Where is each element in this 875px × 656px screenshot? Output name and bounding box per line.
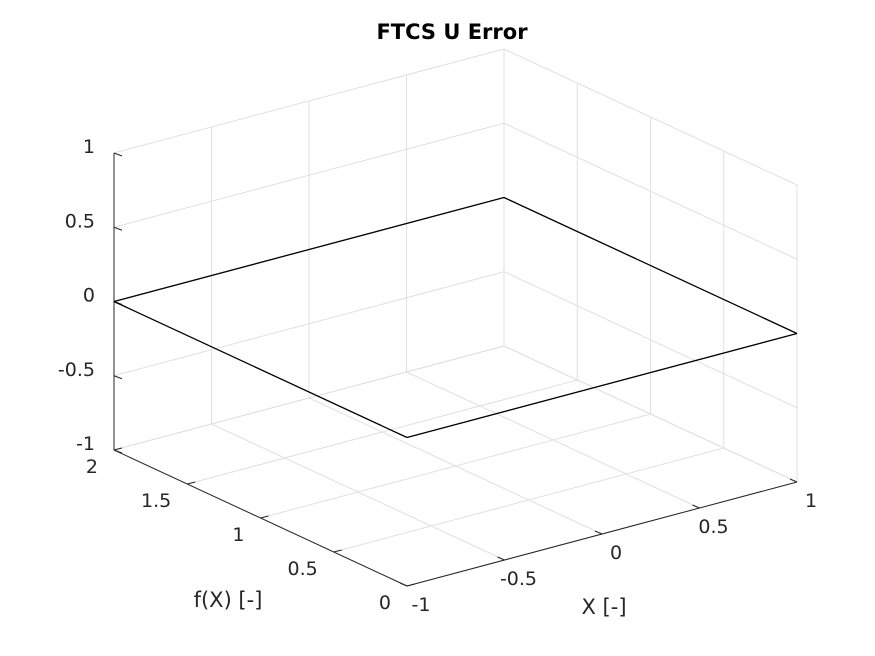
- y-tick-mark: [260, 515, 269, 519]
- surface-edge: [113, 196, 505, 303]
- z-tick-label: -1: [76, 433, 95, 455]
- x-tick-label: -0.5: [500, 568, 537, 590]
- surface-edge: [113, 300, 408, 439]
- x-tick-label: 0: [610, 542, 622, 564]
- y-tick-mark: [187, 481, 196, 485]
- back-wall-grid-line: [113, 48, 505, 154]
- axes: [113, 152, 798, 587]
- y-tick-label: 2: [86, 456, 98, 478]
- z-tick-mark: [113, 375, 123, 380]
- x-tick-mark: [399, 582, 408, 587]
- y-tick-label: 0: [379, 592, 391, 614]
- x-tick-mark: [692, 504, 700, 509]
- back-wall-grid-line: [113, 122, 505, 228]
- z-tick-mark: [113, 152, 123, 157]
- side-wall-grid-line: [503, 271, 798, 409]
- y-tick-mark: [333, 549, 342, 553]
- surface-edge: [406, 332, 798, 439]
- y-axis-label: f(X) [-]: [194, 588, 263, 612]
- x-axis-label: X [-]: [581, 595, 626, 619]
- y-tick-mark: [406, 583, 416, 587]
- floor-grid-line: [187, 379, 578, 485]
- surface-edge: [503, 196, 798, 335]
- side-wall-grid-line: [503, 48, 798, 186]
- side-wall-grid-line: [503, 345, 798, 483]
- back-wall-grid-line: [113, 271, 505, 377]
- x-tick-label: -1: [412, 594, 431, 616]
- floor-grid-line: [333, 447, 724, 553]
- z-tick-label: 0: [83, 285, 95, 307]
- x-tick-label: 0.5: [698, 516, 728, 538]
- x-tick-mark: [497, 556, 505, 561]
- z-tick-label: 0.5: [65, 210, 95, 232]
- z-tick-label: 1: [83, 136, 95, 158]
- z-tick-mark: [113, 226, 123, 231]
- y-tick-label: 1.5: [141, 490, 171, 512]
- z-tick-mark: [113, 449, 123, 454]
- x-tick-mark: [789, 478, 798, 483]
- surface-plot: [113, 196, 798, 439]
- x-tick-label: 1: [805, 490, 817, 512]
- side-wall-grid-line: [503, 122, 798, 260]
- back-wall-grid-line: [113, 345, 505, 451]
- x-tick-mark: [594, 530, 603, 535]
- y-tick-mark: [113, 447, 123, 451]
- chart-title: FTCS U Error: [376, 20, 528, 44]
- floor-grid-line: [260, 413, 651, 519]
- y-tick-label: 0.5: [288, 558, 318, 580]
- y-tick-label: 1: [232, 524, 244, 546]
- z-tick-label: -0.5: [58, 359, 95, 381]
